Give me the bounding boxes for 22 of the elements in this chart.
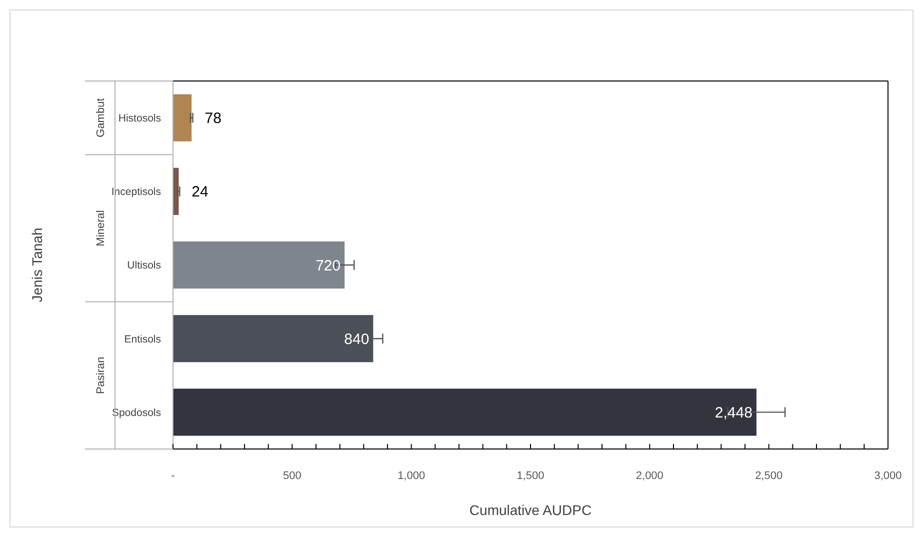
- y-tick-label: Histosols: [118, 112, 161, 124]
- x-tick-label: 1,000: [398, 470, 426, 482]
- data-label: 720: [316, 257, 341, 274]
- x-tick-label: 1,500: [516, 470, 544, 482]
- data-label: 2,448: [714, 404, 752, 422]
- x-tick-label: 2,500: [755, 470, 783, 482]
- data-label: 840: [344, 330, 370, 348]
- text: Pasiran: [95, 356, 107, 394]
- y-tick-label: Inceptisols: [111, 186, 161, 198]
- x-tick-label: 2,000: [636, 470, 664, 482]
- x-axis-title: Cumulative AUDPC: [469, 502, 592, 518]
- y-tick-label: Spodosols: [112, 406, 161, 419]
- y-axis-title: Jenis Tanah: [29, 228, 45, 302]
- y-tick-label: Entisols: [124, 333, 161, 346]
- x-tick-label: 500: [282, 470, 302, 482]
- data-label: 24: [192, 184, 208, 201]
- y-tick-label: Ultisols: [127, 260, 161, 272]
- x-tick-label: -: [171, 470, 176, 482]
- x-tick-label: 3,000: [874, 470, 902, 482]
- text: Mineral: [95, 210, 107, 246]
- data-label: 78: [204, 110, 222, 128]
- text: Gambut: [95, 98, 107, 138]
